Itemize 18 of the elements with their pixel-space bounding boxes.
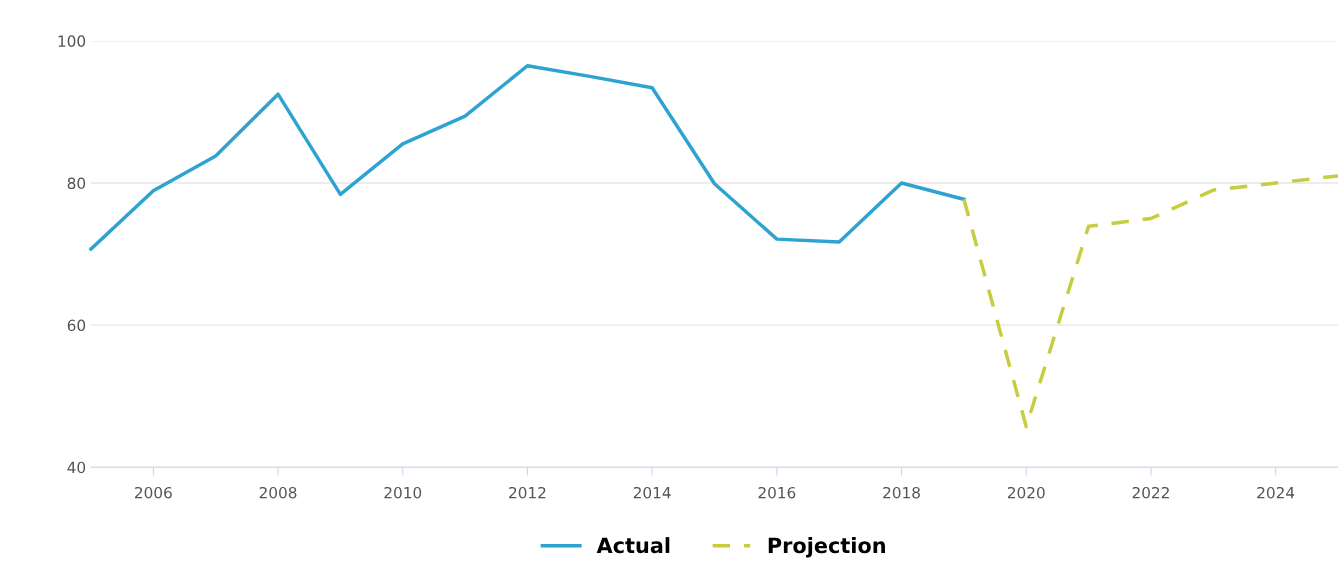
x-tick-label: 2020: [1007, 486, 1045, 499]
y-tick-label: 60: [67, 319, 86, 332]
y-tick-label: 80: [67, 177, 86, 190]
x-tick-label: 2016: [758, 486, 796, 499]
x-tick-label: 2012: [509, 486, 546, 499]
x-tick-label: 2008: [259, 486, 297, 499]
legend-label: Projection: [768, 537, 885, 558]
x-tick-label: 2006: [135, 486, 172, 499]
x-tick-label: 2024: [1257, 486, 1295, 499]
y-tick-label: 40: [67, 461, 86, 474]
x-tick-label: 2018: [883, 486, 920, 499]
line-series: [89, 64, 966, 251]
x-tick-label: 2010: [384, 486, 422, 499]
legend-label: Actual: [596, 537, 670, 554]
y-tick-label: 100: [58, 35, 86, 47]
line-series: [962, 174, 1338, 429]
x-tick-label: 2014: [633, 486, 671, 499]
x-tick-label: 2022: [1132, 486, 1169, 499]
